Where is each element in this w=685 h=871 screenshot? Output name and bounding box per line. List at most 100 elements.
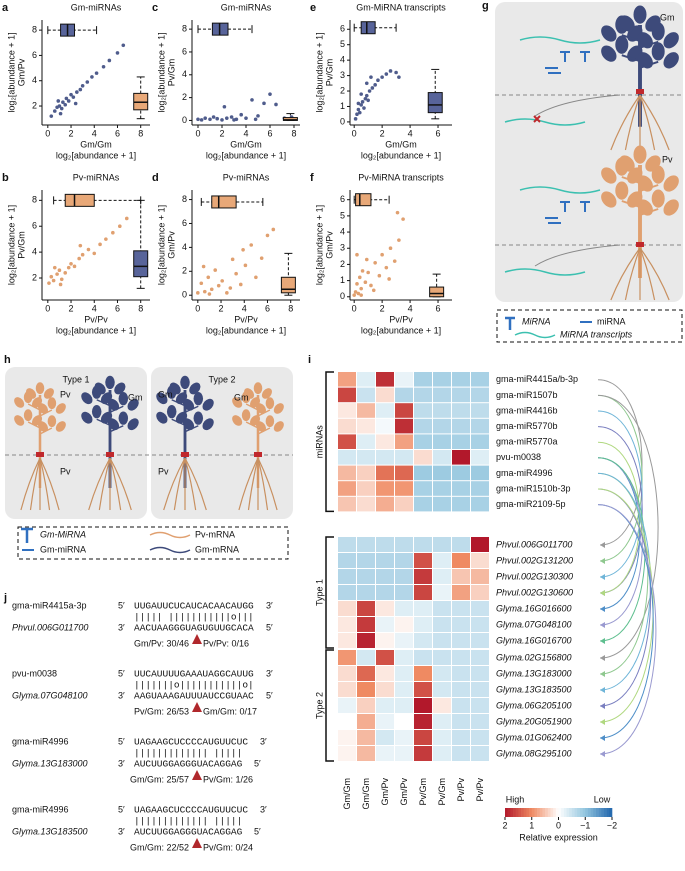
branch <box>27 421 41 429</box>
point <box>380 252 384 257</box>
y-label: Pv/Gm <box>166 59 176 87</box>
heatmap-cell <box>471 698 489 713</box>
point <box>352 293 356 297</box>
leaf <box>47 415 57 428</box>
root <box>639 247 656 301</box>
point <box>355 252 359 257</box>
point <box>250 98 254 102</box>
y-label: Pv/Gm <box>324 59 334 87</box>
root <box>238 457 259 511</box>
point <box>52 265 57 270</box>
heatmap-cell <box>433 537 451 552</box>
heatmap-cell <box>395 569 413 584</box>
arrowhead <box>600 590 605 596</box>
leaf <box>118 411 129 425</box>
leaf <box>202 418 214 431</box>
y-tick-label: 4 <box>32 75 37 85</box>
transcript <box>149 531 191 539</box>
box <box>429 286 445 298</box>
x-tick-label: 4 <box>92 128 97 138</box>
mirna-icon <box>580 201 590 212</box>
heatmap-cell <box>395 585 413 600</box>
panel-title: Pv-MiRNA transcripts <box>358 172 444 182</box>
heatmap-cell <box>376 403 394 418</box>
heatmap-cell <box>414 418 432 434</box>
x-tick-label: 8 <box>138 303 143 313</box>
legend-label: Gm-mRNA <box>195 544 239 554</box>
heatmap-cell <box>433 730 451 745</box>
panel-letter: h <box>4 354 11 366</box>
heatmap-cell <box>357 465 375 481</box>
x-tick-label: 4 <box>92 303 97 313</box>
type-label: Type 2 <box>208 374 235 384</box>
species-label: Gm <box>234 392 249 402</box>
branch <box>257 427 271 435</box>
heatmap-cell <box>395 698 413 713</box>
branch <box>639 184 659 192</box>
x-label: log₂[abundance + 1] <box>56 325 136 335</box>
x-label: log₂[abundance + 1] <box>56 150 136 160</box>
heatmap-cell <box>338 372 356 387</box>
root <box>98 457 111 511</box>
colorbar-segment <box>534 808 538 817</box>
leaf <box>35 382 45 395</box>
heatmap-cell <box>433 418 451 434</box>
row-label: gma-miR5770b <box>496 421 558 431</box>
heatmap-cell <box>433 403 451 418</box>
leaf <box>663 32 679 49</box>
heatmap-cell <box>395 633 413 648</box>
heatmap-cell <box>338 666 356 681</box>
graft <box>636 242 644 247</box>
heatmap-cell <box>433 650 451 665</box>
point <box>249 243 254 247</box>
transcript <box>504 118 586 126</box>
group-label: Type 2 <box>314 692 324 719</box>
heatmap-cell <box>433 450 451 465</box>
heatmap-cell <box>471 714 489 729</box>
sequence: AUCUUGGAGGGUACAGGAG <box>134 759 243 770</box>
y-tick-label: 0 <box>340 116 345 126</box>
leaf <box>255 403 266 414</box>
y-label: log₂[abundance + 1] <box>314 32 324 112</box>
heatmap-cell <box>471 418 489 434</box>
heatmap-cell <box>357 403 375 418</box>
mirna-icon <box>560 201 570 212</box>
mirna-icon <box>505 316 515 330</box>
target-link <box>597 394 659 659</box>
point <box>380 75 384 79</box>
colorbar-tick-label: −1 <box>580 820 590 830</box>
point <box>363 280 368 285</box>
row-label: Phvul.002G130600 <box>496 587 573 597</box>
type-label: Type 1 <box>62 374 89 384</box>
target-name: Glyma.13G183500 <box>12 826 88 836</box>
arrowhead <box>600 751 605 757</box>
panel-letter: a <box>2 2 9 14</box>
point <box>92 251 97 256</box>
colorbar-segment <box>571 808 575 817</box>
sequence: UUGAUUCUCAUCACAACAUGG <box>134 601 254 612</box>
heatmap-cell <box>395 666 413 681</box>
arrowhead <box>600 606 605 612</box>
point <box>199 118 204 122</box>
heatmap-cell <box>452 730 470 745</box>
heatmap-cell <box>338 650 356 665</box>
x-label: log₂[abundance + 1] <box>206 150 286 160</box>
leaf <box>166 405 177 419</box>
colorbar-segment <box>507 808 511 817</box>
leaf <box>43 388 54 399</box>
x-tick-label: 0 <box>352 128 357 138</box>
panel-g-background <box>495 2 683 302</box>
colorbar-segment <box>555 808 559 817</box>
heatmap-cell <box>376 682 394 697</box>
row-label: Glyma.06G205100 <box>496 700 572 710</box>
heatmap-cell <box>395 730 413 745</box>
colorbar-segment <box>574 808 578 817</box>
colorbar-segment <box>582 808 586 817</box>
box <box>355 193 372 207</box>
root <box>624 247 641 301</box>
heatmap-cell <box>376 746 394 761</box>
y-tick-label: 8 <box>182 24 187 34</box>
heatmap-cell <box>471 746 489 761</box>
point <box>57 104 62 108</box>
